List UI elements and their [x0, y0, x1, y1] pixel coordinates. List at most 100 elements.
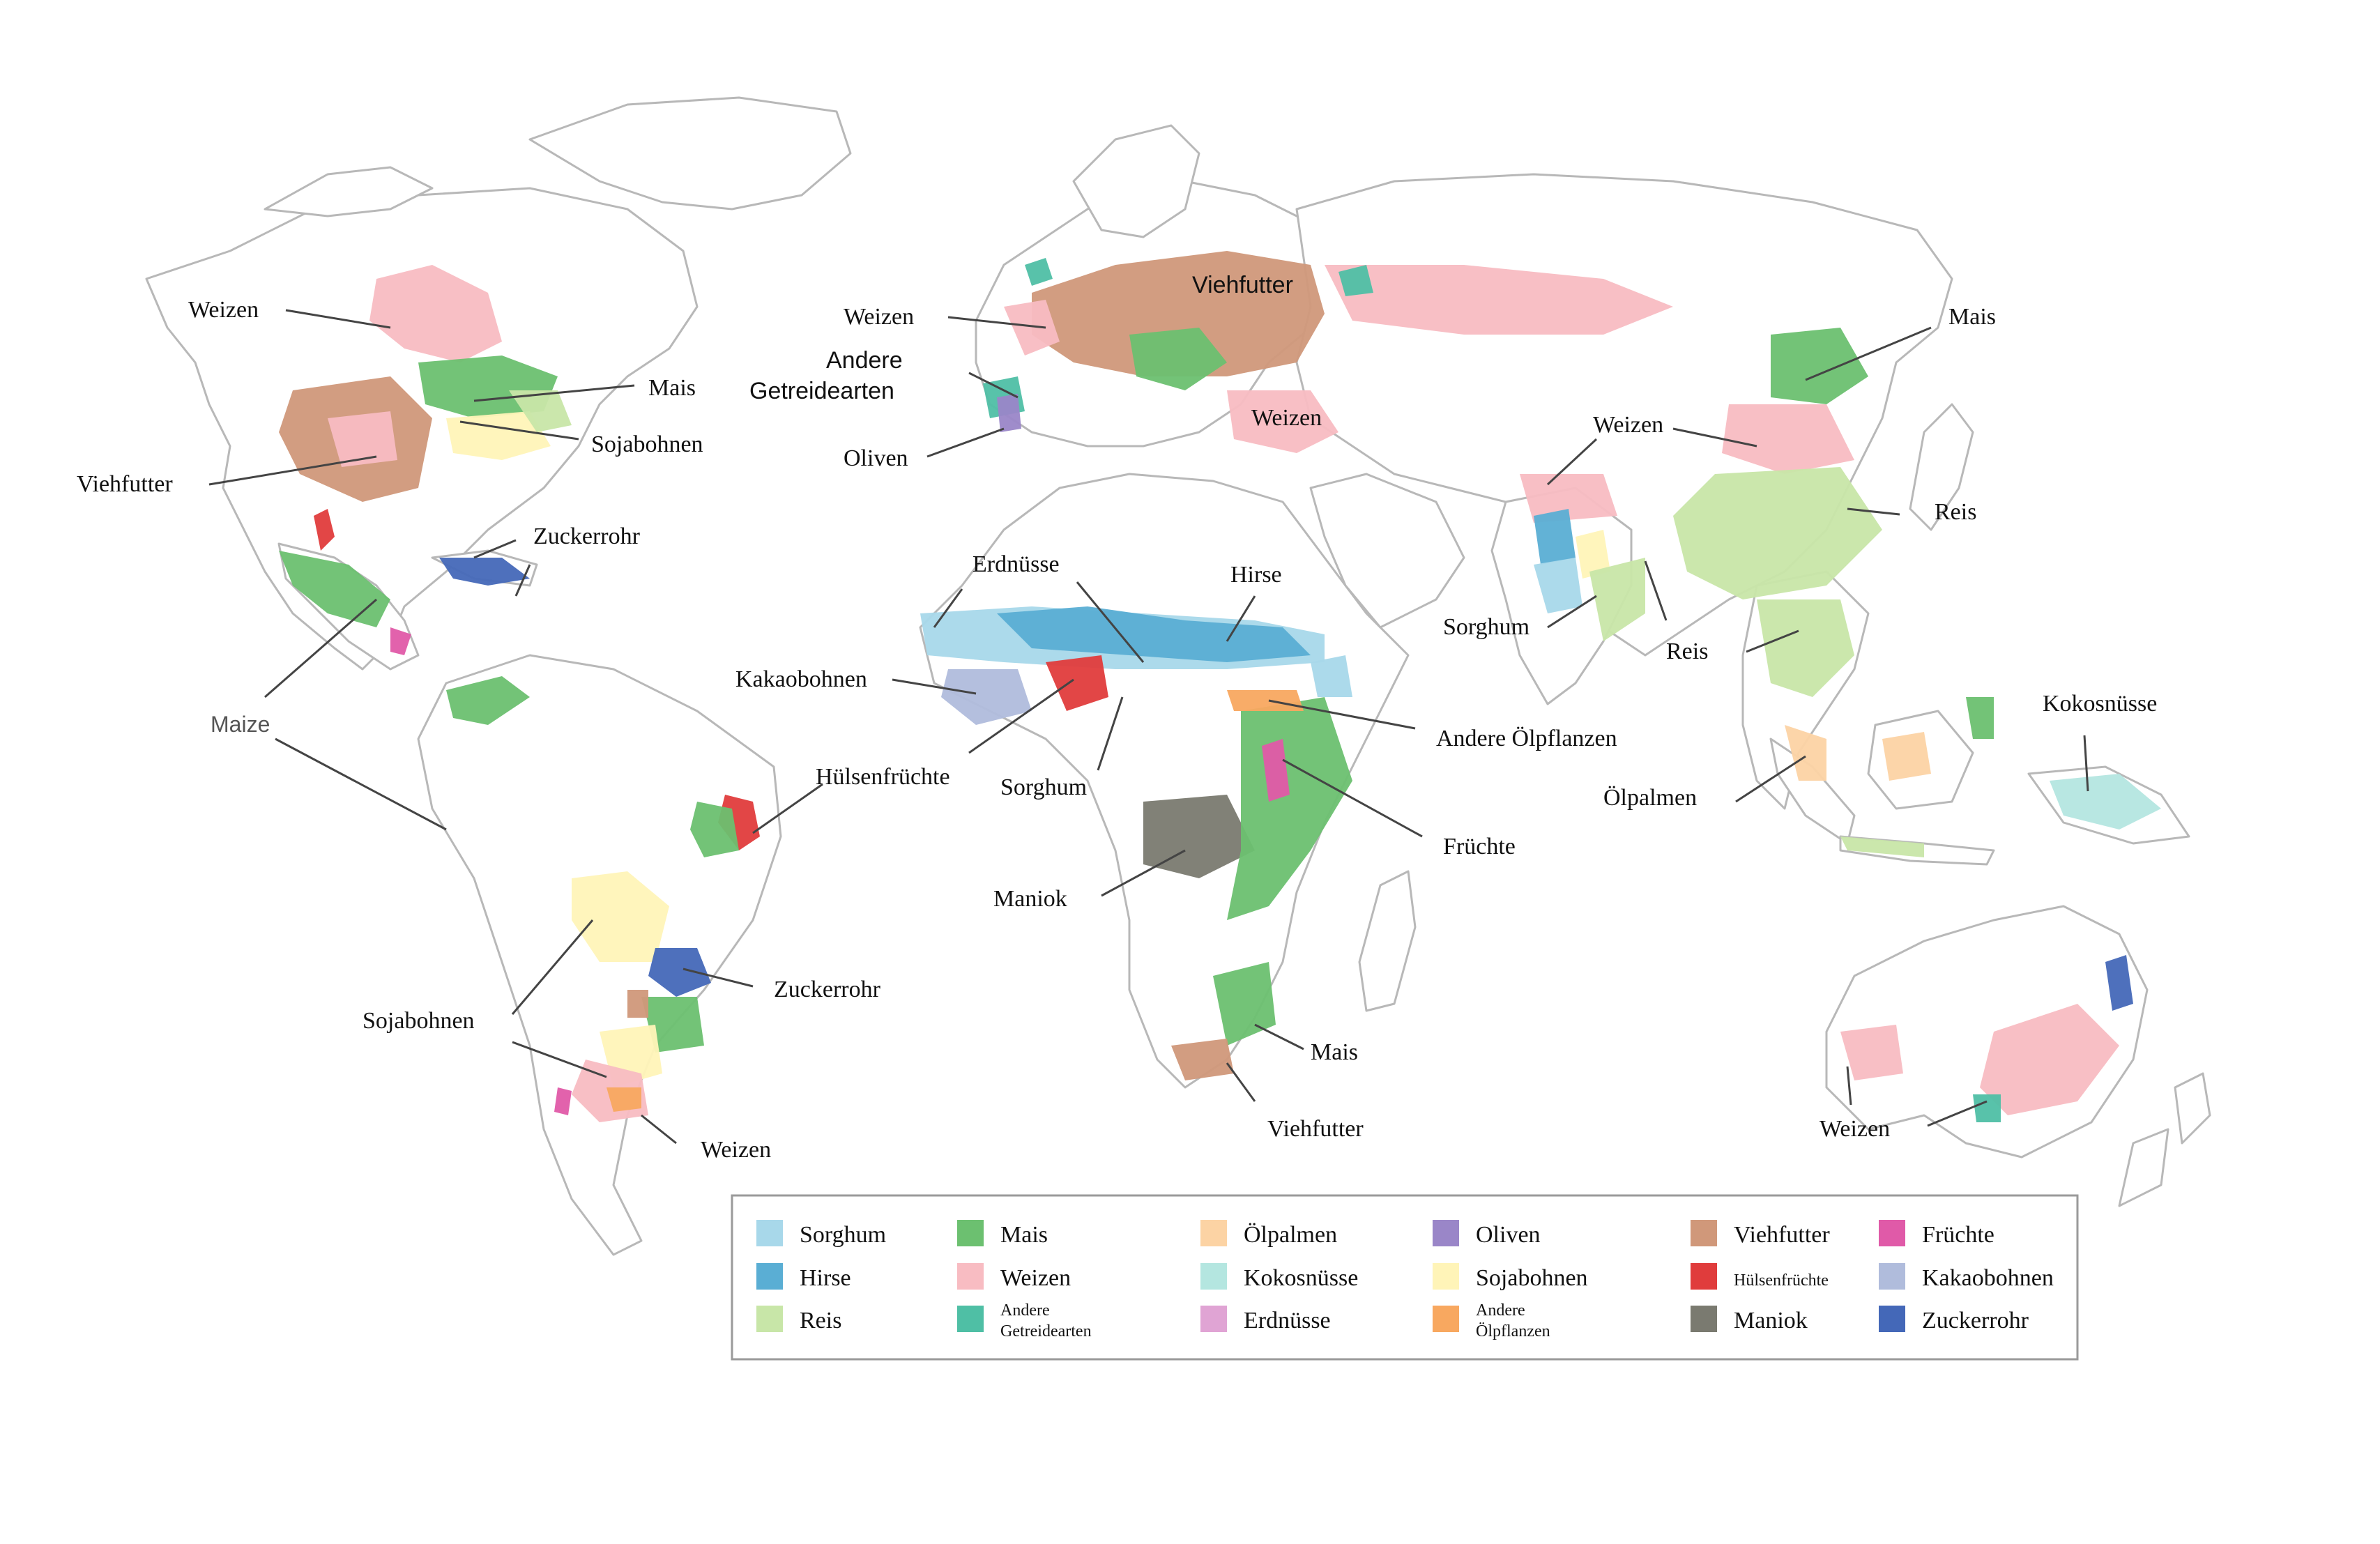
legend-swatch-huelsen [1691, 1263, 1717, 1290]
leader-line [1805, 326, 1932, 381]
crop-patch-andere-getreidearten [1338, 265, 1373, 296]
map-label: Viehfutter [1267, 1116, 1364, 1142]
legend-label-erdnuesse: Erdnüsse [1244, 1308, 1331, 1333]
crop-patch-andere-oelpflanzen [1227, 690, 1304, 711]
map-label: Reis [1666, 639, 1708, 664]
legend-label-reis: Reis [800, 1308, 841, 1333]
crop-patch-reis [1673, 467, 1882, 599]
legend-swatch-andere_oel [1433, 1306, 1459, 1332]
crop-patch-andere-getreidearten [1973, 1094, 2001, 1122]
crop-patch-mais [1227, 697, 1352, 920]
legend-swatch-weizen [957, 1263, 984, 1290]
crop-patch-reis [509, 390, 572, 432]
legend-label-zucker: Zuckerrohr [1922, 1308, 2029, 1333]
legend-swatch-kakao [1879, 1263, 1905, 1290]
crop-patch-sojabohnen [572, 871, 669, 962]
crop-patch-weizen [1980, 1004, 2119, 1115]
crop-patch-weizen [1227, 390, 1338, 453]
leader-line [926, 427, 1005, 458]
crop-patch-mais [446, 676, 530, 725]
map-label: Weizen [1820, 1116, 1890, 1142]
crop-patch-viehfutter [1171, 1039, 1234, 1080]
leader-line [1226, 595, 1256, 642]
legend-swatch-oelpalmen [1200, 1220, 1227, 1246]
crop-patch-zuckerrohr [2105, 955, 2133, 1011]
legend-swatch-mais [957, 1220, 984, 1246]
map-label: Oliven [844, 445, 908, 471]
legend-swatch-hirse [756, 1263, 783, 1290]
crop-patch-oliven [997, 394, 1021, 432]
legend-label-hirse: Hirse [800, 1265, 851, 1291]
leader-line [459, 420, 579, 441]
legend-box [731, 1194, 2079, 1361]
map-label: Weizen [1251, 405, 1322, 431]
region-labels: Weizen Mais Sojabohnen Viehfutter Zucker… [77, 272, 2157, 1163]
map-label: Weizen [844, 304, 914, 330]
leader-line [1282, 758, 1423, 838]
leader-line [641, 1114, 677, 1145]
crop-regions [279, 251, 2161, 1122]
crop-patch-mais [1213, 962, 1276, 1046]
leader-line [514, 564, 531, 597]
legend-label-fruechte: Früchte [1922, 1222, 1994, 1248]
leader-line [264, 598, 377, 698]
legend-label-maniok: Maniok [1734, 1308, 1808, 1333]
map-label: Kakaobohnen [735, 666, 867, 692]
legend-label-kakao: Kakaobohnen [1922, 1265, 2054, 1291]
legend-swatch-fruechte [1879, 1220, 1905, 1246]
crop-patch-weizen [1840, 1025, 1903, 1080]
leader-line [892, 678, 977, 695]
leader-line [511, 919, 594, 1015]
legend-label-kokos: Kokosnüsse [1244, 1265, 1358, 1291]
legend-swatch-viehfutter [1691, 1220, 1717, 1246]
crop-patch-andere-getreidearten [1025, 258, 1053, 286]
leader-line [947, 316, 1046, 329]
crop-patch-sorghum [1534, 558, 1582, 613]
map-label: Sojabohnen [591, 431, 703, 457]
map-label: Ölpalmen [1603, 785, 1697, 811]
map-label: Früchte [1443, 834, 1516, 859]
crop-patch-sojabohnen [1576, 530, 1610, 579]
leader-line [1101, 849, 1186, 897]
leader-line [933, 588, 963, 628]
crop-patch-weizen [369, 265, 502, 362]
legend-label-oliven: Oliven [1476, 1222, 1541, 1248]
map-label: Sorghum [1443, 614, 1530, 640]
map-label: Hirse [1230, 562, 1282, 588]
scandinavia-outline [1072, 124, 1200, 238]
leader-line [1226, 1062, 1256, 1102]
crop-patch-hirse [997, 606, 1311, 662]
crop-patch-mais [1771, 328, 1868, 404]
legend-items: Sorghum Hirse Reis Mais Weizen Andere Getreide… [756, 1220, 2054, 1340]
leader-line [512, 1041, 607, 1078]
crop-patch-weizen [1722, 404, 1854, 474]
map-label: Getreidearten [749, 378, 894, 404]
crop-patch-weizen [328, 411, 397, 467]
map-label: Mais [1948, 304, 1996, 330]
legend-label-soja: Sojabohnen [1476, 1265, 1588, 1291]
leader-line [1097, 696, 1124, 771]
crop-patch-zuckerrohr [439, 558, 530, 586]
crop-patch-reis [1757, 599, 1854, 697]
crop-patch-viehfutter [1032, 251, 1325, 376]
legend-swatch-maniok [1691, 1306, 1717, 1332]
leader-line [2083, 735, 2089, 792]
crop-patch-zuckerrohr [648, 948, 711, 997]
crop-patch-fruechte [554, 1087, 572, 1115]
leader-line [1268, 699, 1416, 730]
legend-label-sorghum: Sorghum [800, 1222, 886, 1248]
crop-patch-weizen [1325, 265, 1673, 335]
crop-patch-weizen [1004, 300, 1060, 356]
crop-patch-fruechte [1262, 739, 1290, 802]
leader-line [208, 455, 377, 486]
new-zealand-south-outline [2118, 1128, 2169, 1207]
map-label: Maniok [993, 886, 1067, 912]
crop-patch-viehfutter [627, 990, 648, 1018]
crop-patch-reis [1840, 836, 1924, 857]
leader-line [682, 968, 754, 988]
map-label: Mais [1311, 1039, 1358, 1065]
map-label: Hülsenfrüchte [816, 764, 950, 790]
crop-patch-reis [1589, 558, 1645, 641]
crop-patch-mais [1129, 328, 1227, 390]
